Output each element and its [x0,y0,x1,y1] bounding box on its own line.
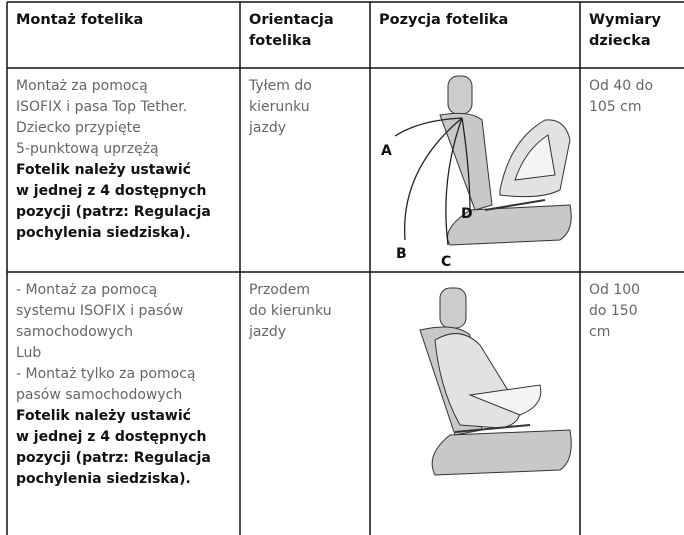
size-text: 105 cm [589,99,642,115]
mounting-note: pochylenia siedziska). [16,225,191,241]
mounting-note: w jednej z 4 dostępnych [16,429,207,445]
orientation-text: jazdy [249,324,286,340]
mounting-note: pochylenia siedziska). [16,471,191,487]
position-label: D [461,206,473,222]
orientation-text: Tyłem do [249,78,312,94]
header-text: fotelika [249,33,312,49]
mounting-text: systemu ISOFIX i pasów [16,303,184,319]
mounting-text: Montaż za pomocą [16,78,148,94]
mounting-note: Fotelik należy ustawić [16,162,191,178]
position-label: C [441,254,452,270]
mounting-note: pozycji (patrz: Regulacja [16,204,211,220]
position-label: A [381,143,392,159]
orientation-text: Przodem [249,282,311,298]
position-label: B [396,246,407,262]
size-text: Od 100 [589,282,641,298]
mounting-text: 5-punktową uprzężą [16,141,159,157]
mounting-text: samochodowych [16,324,133,340]
size-text: Od 40 do [589,78,654,94]
mounting-text: ISOFIX i pasa Top Tether. [16,99,188,115]
mounting-note: Fotelik należy ustawić [16,408,191,424]
orientation-text: jazdy [249,120,286,136]
header-text: Pozycja fotelika [379,12,509,28]
mounting-text: Dziecko przypięte [16,120,141,136]
mounting-text: pasów samochodowych [16,387,183,403]
header-text: Orientacja [249,12,334,28]
header-text: Montaż fotelika [16,12,144,28]
mounting-text: - Montaż za pomocą [16,282,158,298]
orientation-text: do kierunku [249,303,332,319]
mounting-note: pozycji (patrz: Regulacja [16,450,211,466]
header-text: dziecka [589,33,651,49]
mounting-text: Lub [16,345,42,361]
mounting-text: - Montaż tylko za pomocą [16,366,196,382]
seat-illustration-rear [394,75,572,246]
size-text: do 150 [589,303,638,319]
mounting-note: w jednej z 4 dostępnych [16,183,207,199]
header-text: Wymiary [589,12,661,28]
size-text: cm [589,324,611,340]
seat-illustration-front [419,287,572,476]
orientation-text: kierunku [249,99,310,115]
